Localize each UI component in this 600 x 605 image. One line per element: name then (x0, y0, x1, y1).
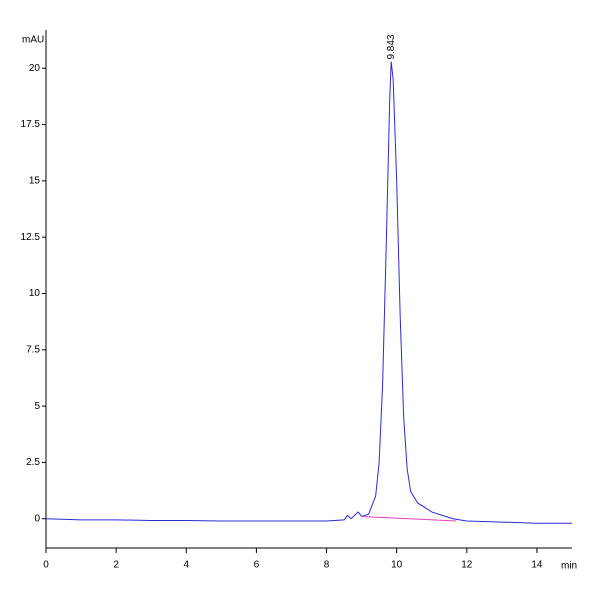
x-tick-label: 0 (43, 560, 49, 571)
x-tick-label: 8 (324, 560, 330, 571)
peak-label: 9.843 (386, 34, 397, 59)
x-tick-label: 2 (113, 560, 119, 571)
x-tick-label: 6 (254, 560, 260, 571)
x-tick-label: 14 (531, 560, 543, 571)
y-tick-label: 20 (29, 63, 41, 74)
y-tick-label: 0 (34, 513, 40, 524)
y-tick-label: 5 (34, 401, 40, 412)
y-tick-label: 7.5 (26, 344, 40, 355)
x-tick-label: 4 (183, 560, 189, 571)
x-tick-label: 12 (461, 560, 473, 571)
series-line (45, 61, 572, 524)
y-tick-label: 12.5 (21, 232, 41, 243)
y-tick-label: 2.5 (26, 457, 40, 468)
y-unit: mAU (22, 35, 44, 46)
y-tick-label: 17.5 (21, 119, 41, 130)
series-line (361, 515, 457, 522)
x-tick-label: 10 (391, 560, 403, 571)
y-tick-label: 15 (29, 176, 41, 187)
x-unit: min (561, 561, 577, 572)
y-tick-label: 10 (29, 288, 41, 299)
